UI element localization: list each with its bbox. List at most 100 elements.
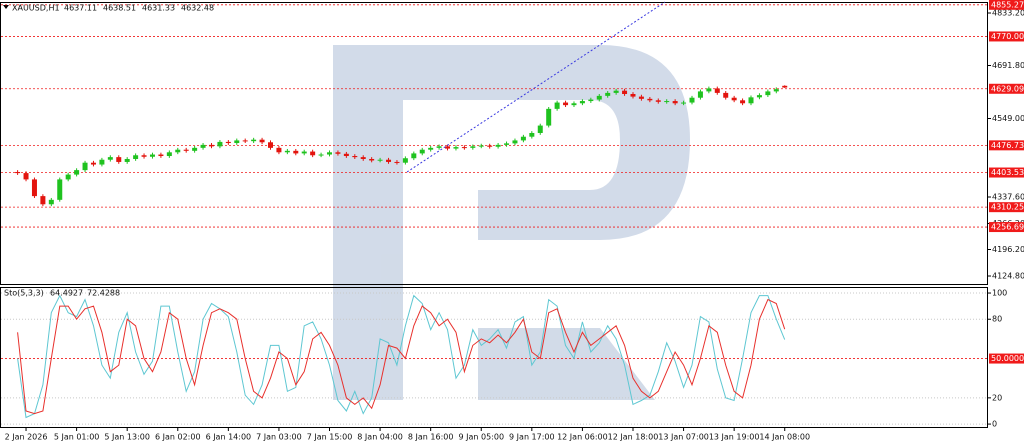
candle-body — [537, 125, 543, 133]
oscillator-panel-frame — [0, 287, 988, 428]
oscillator-value: 72.4288 — [87, 289, 120, 298]
y-tick-label: 4124.80 — [992, 272, 1024, 281]
candle-body — [318, 154, 324, 156]
x-tick-label: 8 Jan 04:00 — [357, 433, 403, 442]
candle-body — [681, 102, 687, 104]
candle-body — [529, 132, 535, 137]
x-tick-label: 12 Jan 18:00 — [608, 433, 659, 442]
candle-body — [124, 158, 130, 162]
candle-body — [74, 170, 80, 175]
candle-body — [714, 88, 720, 93]
ohlc-value: 4631.33 — [142, 4, 175, 13]
candle-body — [15, 171, 21, 174]
candle-body — [276, 147, 282, 153]
candle-body — [360, 157, 366, 159]
candle-body — [630, 94, 636, 97]
candle-body — [697, 91, 703, 98]
candle-body — [411, 153, 417, 159]
candle-body — [765, 91, 771, 96]
candle-body — [478, 145, 484, 147]
candle-body — [647, 98, 653, 101]
ohlc-value: 4637.11 — [64, 4, 97, 13]
candle-body — [773, 89, 779, 92]
candle-body — [605, 92, 611, 96]
candle-body — [386, 159, 392, 162]
level-label: 4403.53 — [991, 168, 1024, 177]
x-tick-label: 7 Jan 03:00 — [256, 433, 302, 442]
candle-body — [520, 136, 526, 141]
ohlc-value: 4638.51 — [103, 4, 136, 13]
candle-body — [495, 144, 501, 147]
level-label: 4476.73 — [991, 141, 1024, 150]
candle-body — [251, 139, 257, 142]
candle-body — [200, 144, 206, 148]
candle-body — [394, 161, 400, 163]
candle-body — [402, 158, 408, 163]
candle-body — [672, 101, 678, 104]
x-tick-label: 8 Jan 16:00 — [408, 433, 454, 442]
candle-body — [107, 157, 113, 160]
candle-body — [445, 146, 451, 149]
candle-body — [554, 102, 560, 109]
candle-body — [664, 101, 670, 103]
y-tick-label: 4337.60 — [992, 193, 1024, 202]
ohlc-value: 4632.48 — [181, 4, 214, 13]
candle-body — [461, 147, 467, 149]
candle-body — [470, 146, 476, 148]
candle-body — [706, 88, 712, 92]
oscillator-line — [17, 294, 786, 419]
candle-body — [57, 179, 63, 200]
candle-body — [453, 147, 459, 149]
y-tick-label: 4833.20 — [992, 8, 1024, 17]
candle-body — [335, 152, 341, 154]
candle-body — [65, 174, 71, 180]
x-tick-label: 6 Jan 14:00 — [206, 433, 252, 442]
y-tick-label: 4691.80 — [992, 61, 1024, 70]
level-tag — [989, 31, 1024, 42]
candle-body — [436, 146, 442, 148]
candle-body — [225, 141, 231, 144]
level-tag — [989, 353, 1024, 364]
level-tag — [989, 83, 1024, 94]
candle-body — [638, 96, 644, 99]
candle-body — [217, 141, 223, 147]
candle-body — [242, 140, 248, 142]
x-tick-label: 13 Jan 19:00 — [709, 433, 760, 442]
y-tick-label: 0 — [992, 420, 997, 429]
candle-body — [141, 155, 147, 157]
candle-body — [369, 158, 375, 161]
candle-body — [782, 85, 788, 88]
trendline — [406, 1, 666, 173]
level-label: 4770.00 — [991, 32, 1024, 41]
level-label: 4855.27 — [991, 0, 1024, 9]
candle-body — [149, 154, 155, 157]
watermark — [333, 45, 690, 400]
candle-body — [748, 97, 754, 104]
panel-title: XAUUSD,H1 — [12, 4, 60, 13]
x-tick-label: 5 Jan 13:00 — [104, 433, 150, 442]
y-tick-label: 4196.20 — [992, 245, 1024, 254]
candle-body — [301, 151, 307, 154]
candle-body — [723, 92, 729, 98]
candle-body — [487, 145, 493, 147]
candle-body — [259, 139, 265, 143]
candle-body — [546, 108, 552, 126]
candle-body — [419, 149, 425, 154]
x-tick-label: 9 Jan 05:00 — [458, 433, 504, 442]
x-tick-label: 5 Jan 01:00 — [54, 433, 100, 442]
candle-body — [99, 159, 105, 165]
candle-body — [40, 196, 46, 205]
candle-body — [428, 147, 434, 150]
x-tick-label: 6 Jan 02:00 — [155, 433, 201, 442]
y-tick-label: 100 — [992, 289, 1007, 298]
y-tick-label: 20 — [992, 393, 1002, 402]
candle-body — [571, 103, 577, 106]
candle-body — [234, 140, 240, 144]
x-tick-label: 13 Jan 07:00 — [658, 433, 709, 442]
candle-body — [596, 95, 602, 100]
level-tag — [989, 0, 1024, 10]
candle-body — [731, 97, 737, 101]
y-tick-label: 4549.00 — [992, 114, 1024, 123]
candle-body — [90, 162, 96, 165]
